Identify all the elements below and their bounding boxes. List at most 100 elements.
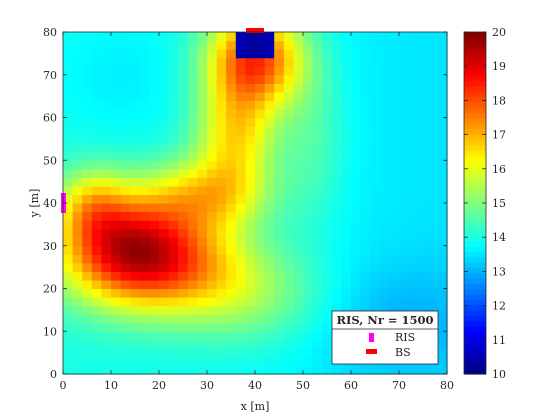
- heatmap-cell: [370, 262, 381, 272]
- heatmap-cell: [82, 151, 93, 161]
- heatmap-cell: [303, 288, 314, 298]
- colorbar-segment: [464, 304, 486, 311]
- heatmap-cell: [178, 322, 189, 332]
- heatmap-cell: [341, 237, 352, 247]
- colorbar-segment: [464, 53, 486, 60]
- heatmap-cell: [91, 228, 102, 238]
- heatmap-cell: [187, 49, 198, 59]
- heatmap-cell: [408, 134, 419, 144]
- heatmap-cell: [264, 151, 275, 161]
- heatmap-cell: [274, 279, 285, 290]
- heatmap-cell: [303, 168, 314, 178]
- heatmap-cell: [399, 126, 410, 136]
- heatmap-cell: [399, 117, 410, 127]
- heatmap-cell: [91, 220, 102, 230]
- heatmap-cell: [245, 57, 256, 67]
- heatmap-cell: [226, 168, 237, 178]
- heatmap-cell: [331, 185, 342, 196]
- heatmap-cell: [82, 91, 93, 101]
- heatmap-cell: [187, 126, 198, 136]
- heatmap-cell: [370, 143, 381, 153]
- heatmap-cell: [312, 126, 323, 136]
- heatmap-cell: [322, 117, 333, 127]
- heatmap-cell: [379, 91, 390, 101]
- heatmap-cell: [399, 143, 410, 153]
- heatmap-cell: [216, 237, 227, 247]
- colorbar-segment: [464, 331, 486, 338]
- heatmap-cell: [283, 74, 294, 84]
- heatmap-cell: [274, 143, 285, 153]
- heatmap-cell: [63, 66, 74, 76]
- heatmap-cell: [159, 151, 170, 161]
- heatmap-cell: [264, 91, 275, 101]
- heatmap-cell: [437, 66, 448, 76]
- heatmap-cell: [370, 151, 381, 161]
- heatmap-cell: [120, 211, 131, 221]
- heatmap-cell: [370, 211, 381, 221]
- heatmap-cell: [235, 177, 246, 187]
- heatmap-cell: [111, 279, 122, 290]
- heatmap-cell: [226, 288, 237, 298]
- heatmap-cell: [91, 117, 102, 127]
- heatmap-cell: [379, 194, 390, 204]
- heatmap-cell: [197, 271, 208, 281]
- heatmap-cell: [197, 297, 208, 307]
- heatmap-cell: [216, 108, 227, 119]
- heatmap-cell: [226, 194, 237, 204]
- heatmap-cell: [101, 365, 112, 375]
- colorbar-segment: [464, 203, 486, 209]
- heatmap-cell: [408, 40, 419, 50]
- heatmap-cell: [72, 32, 83, 42]
- heatmap-cell: [101, 305, 112, 315]
- heatmap-cell: [197, 91, 208, 101]
- heatmap-cell: [130, 271, 141, 281]
- heatmap-cell: [149, 314, 160, 324]
- heatmap-cell: [283, 126, 294, 136]
- heatmap-cell: [303, 237, 314, 247]
- heatmap-cell: [379, 185, 390, 196]
- heatmap-cell: [293, 262, 304, 272]
- heatmap-cell: [283, 237, 294, 247]
- heatmap-cell: [111, 348, 122, 358]
- heatmap-cell: [255, 211, 266, 221]
- colorbar-segment: [464, 352, 486, 359]
- heatmap-cell: [101, 331, 112, 341]
- heatmap-cell: [159, 211, 170, 221]
- heatmap-cell: [178, 91, 189, 101]
- heatmap-cell: [101, 91, 112, 101]
- heatmap-cell: [389, 245, 400, 255]
- heatmap-cell: [360, 66, 371, 76]
- heatmap-cell: [427, 262, 438, 272]
- heatmap-cell: [82, 279, 93, 290]
- heatmap-cell: [331, 57, 342, 67]
- heatmap-cell: [264, 262, 275, 272]
- heatmap-cell: [437, 74, 448, 84]
- heatmap-cell: [283, 40, 294, 50]
- heatmap-cell: [303, 57, 314, 67]
- heatmap-cell: [178, 40, 189, 50]
- heatmap-cell: [149, 262, 160, 272]
- heatmap-cell: [255, 356, 266, 367]
- heatmap-cell: [293, 322, 304, 332]
- heatmap-cell: [130, 57, 141, 67]
- heatmap-cell: [63, 254, 74, 264]
- heatmap-cell: [341, 297, 352, 307]
- legend-box: [331, 310, 439, 365]
- heatmap-cell: [322, 314, 333, 324]
- heatmap-cell: [389, 74, 400, 84]
- x-tick-label: 40: [248, 379, 262, 392]
- heatmap-cell: [274, 91, 285, 101]
- heatmap-cell: [379, 66, 390, 76]
- heatmap-cell: [139, 365, 150, 375]
- heatmap-cell: [331, 305, 342, 315]
- heatmap-cell: [63, 245, 74, 255]
- heatmap-cell: [159, 126, 170, 136]
- heatmap-cell: [274, 194, 285, 204]
- heatmap-cell: [303, 314, 314, 324]
- heatmap-cell: [341, 126, 352, 136]
- heatmap-cell: [120, 203, 131, 213]
- heatmap-cell: [91, 314, 102, 324]
- heatmap-cell: [216, 314, 227, 324]
- heatmap-cell: [235, 40, 246, 50]
- heatmap-cell: [130, 177, 141, 187]
